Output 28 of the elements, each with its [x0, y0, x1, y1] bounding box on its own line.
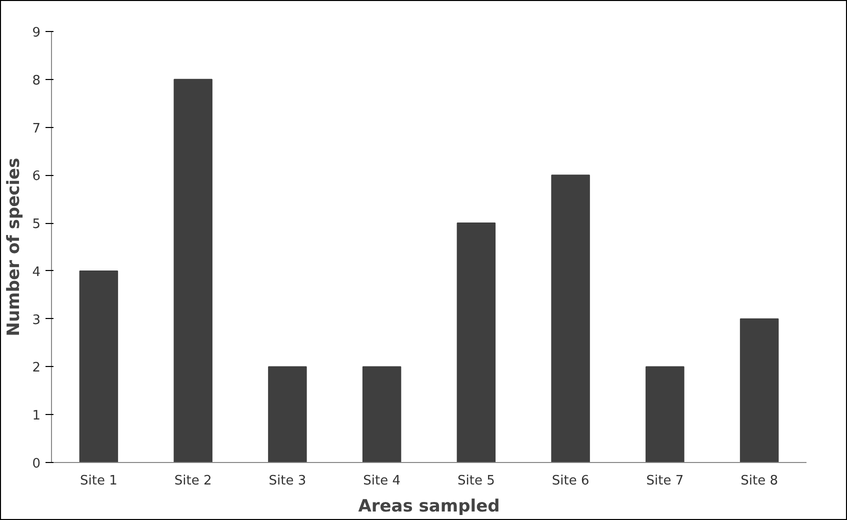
x-tick-label: Site 3 [268, 474, 306, 488]
y-tick-label: 4 [32, 264, 41, 280]
x-tick-label: Site 5 [458, 474, 495, 488]
bar [740, 318, 779, 462]
bar [174, 78, 212, 462]
bar [551, 174, 590, 462]
y-tick-label: 9 [32, 26, 41, 40]
y-tick-label: 7 [32, 121, 41, 136]
x-tick-label: Site 4 [363, 474, 401, 488]
y-tick-label: 0 [32, 456, 41, 472]
bar [456, 222, 496, 462]
x-axis-title: Areas sampled [358, 496, 500, 516]
y-tick-label: 5 [32, 217, 41, 232]
x-tick-label: Site 2 [174, 474, 212, 488]
y-tick-label: 1 [32, 408, 41, 424]
bar [268, 366, 307, 462]
x-tick-label: Site 1 [80, 474, 118, 488]
y-tick-label: 2 [32, 360, 41, 376]
x-tick-label: Site 6 [552, 474, 590, 488]
bar [646, 366, 684, 462]
y-tick-label: 8 [32, 73, 41, 88]
y-axis-title: Number of species [4, 158, 24, 336]
y-tick-label: 6 [32, 169, 41, 184]
x-tick-label: Site 8 [740, 474, 778, 488]
y-tick-label: 3 [32, 312, 41, 328]
x-tick-label: Site 7 [646, 474, 684, 488]
bar [362, 366, 402, 462]
bar [79, 270, 118, 462]
